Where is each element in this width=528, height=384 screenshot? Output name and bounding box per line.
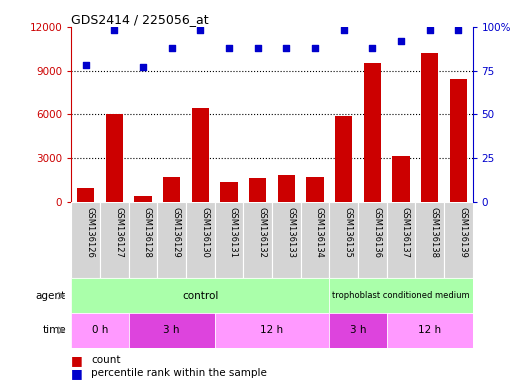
Point	[454, 27, 463, 33]
Point	[81, 62, 90, 68]
Bar	[77, 189, 94, 202]
Text: GDS2414 / 225056_at: GDS2414 / 225056_at	[71, 13, 209, 26]
Bar	[243, 202, 272, 278]
Bar	[278, 175, 295, 202]
Point	[253, 45, 262, 51]
Text: control: control	[182, 291, 219, 301]
Text: ■: ■	[71, 367, 83, 380]
Bar	[214, 313, 329, 348]
Text: GSM136138: GSM136138	[430, 207, 439, 258]
Text: 12 h: 12 h	[418, 325, 441, 335]
Bar	[329, 202, 358, 278]
Bar	[186, 202, 214, 278]
Bar	[335, 116, 352, 202]
Bar	[358, 202, 386, 278]
Text: GSM136132: GSM136132	[258, 207, 267, 258]
Bar	[163, 177, 180, 202]
Text: 3 h: 3 h	[350, 325, 366, 335]
Bar	[71, 202, 100, 278]
Text: GSM136136: GSM136136	[372, 207, 381, 258]
Bar	[192, 108, 209, 202]
Text: 3 h: 3 h	[163, 325, 180, 335]
Bar	[329, 278, 473, 313]
Point	[139, 64, 147, 70]
Text: 0 h: 0 h	[92, 325, 108, 335]
Point	[225, 45, 233, 51]
Point	[397, 38, 405, 44]
Text: GSM136137: GSM136137	[401, 207, 410, 258]
Bar	[415, 202, 444, 278]
Bar	[272, 202, 300, 278]
Point	[282, 45, 290, 51]
Point	[167, 45, 176, 51]
Point	[196, 27, 204, 33]
Point	[426, 27, 434, 33]
Text: GSM136128: GSM136128	[143, 207, 152, 258]
Text: GSM136131: GSM136131	[229, 207, 238, 258]
Text: percentile rank within the sample: percentile rank within the sample	[91, 368, 267, 378]
Text: GSM136134: GSM136134	[315, 207, 324, 258]
Bar	[249, 178, 266, 202]
Point	[340, 27, 348, 33]
Text: 12 h: 12 h	[260, 325, 284, 335]
Bar	[71, 313, 129, 348]
Bar	[392, 156, 410, 202]
Bar	[129, 313, 214, 348]
Text: GSM136130: GSM136130	[200, 207, 209, 258]
Bar	[134, 196, 152, 202]
Text: GSM136129: GSM136129	[172, 207, 181, 258]
Bar	[157, 202, 186, 278]
Bar	[329, 313, 386, 348]
Bar	[300, 202, 329, 278]
Bar	[306, 177, 324, 202]
Point	[310, 45, 319, 51]
Text: time: time	[42, 325, 66, 335]
Bar	[129, 202, 157, 278]
Bar	[450, 79, 467, 202]
Text: GSM136127: GSM136127	[114, 207, 123, 258]
Text: GSM136133: GSM136133	[286, 207, 295, 258]
Point	[110, 27, 118, 33]
Bar	[386, 313, 473, 348]
Point	[368, 45, 376, 51]
Text: trophoblast conditioned medium: trophoblast conditioned medium	[332, 291, 470, 300]
Text: agent: agent	[36, 291, 66, 301]
Bar	[386, 202, 415, 278]
Text: ■: ■	[71, 354, 83, 367]
Bar	[421, 53, 438, 202]
Bar	[364, 63, 381, 202]
Bar	[106, 114, 123, 202]
Bar	[100, 202, 129, 278]
Text: GSM136126: GSM136126	[86, 207, 95, 258]
Text: GSM136139: GSM136139	[458, 207, 467, 258]
Bar	[214, 202, 243, 278]
Bar	[71, 278, 329, 313]
Bar	[444, 202, 473, 278]
Text: count: count	[91, 355, 121, 365]
Text: GSM136135: GSM136135	[344, 207, 353, 258]
Bar	[220, 182, 238, 202]
